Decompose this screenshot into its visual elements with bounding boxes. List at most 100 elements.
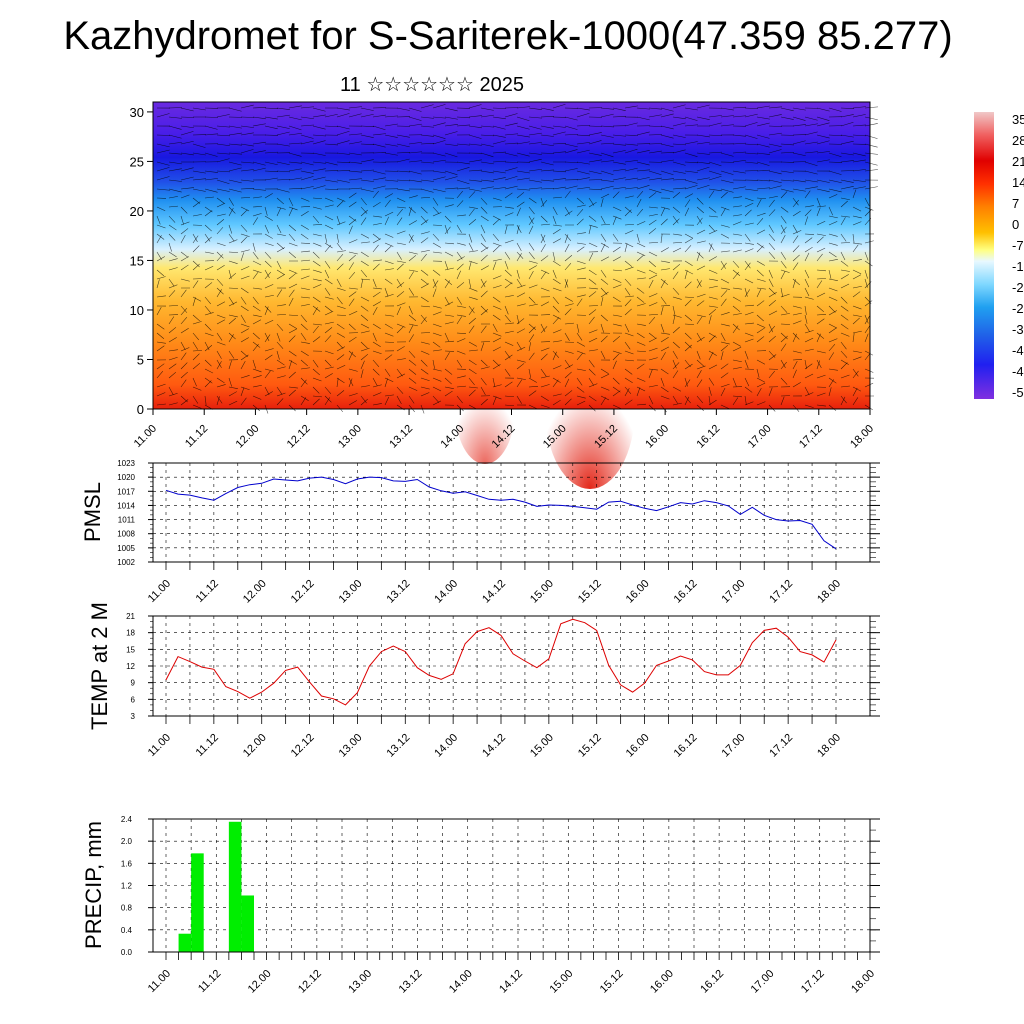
- wind-vector: [468, 359, 477, 366]
- wind-vector: [336, 233, 339, 243]
- wind-vector: [168, 141, 182, 145]
- wind-vector: [564, 332, 570, 341]
- wind-vector: [564, 149, 578, 154]
- wind-vector: [252, 242, 256, 252]
- wind-vector: [864, 134, 878, 139]
- wind-vector: [636, 332, 645, 339]
- wind-vector: [852, 356, 862, 361]
- wind-vector: [228, 143, 242, 146]
- wind-vector: [768, 125, 782, 127]
- wind-vector: [660, 332, 670, 335]
- wind-vector: [576, 107, 590, 111]
- wind-vector: [168, 116, 182, 119]
- wind-vector: [324, 197, 334, 202]
- x-tick-label: 13.12: [384, 578, 412, 606]
- wind-vector: [288, 273, 297, 280]
- wind-vector: [348, 350, 356, 358]
- wind-vector: [516, 224, 522, 234]
- wind-vector: [672, 296, 682, 300]
- wind-vector: [168, 251, 177, 258]
- wind-vector: [312, 168, 326, 172]
- wind-vector: [816, 140, 830, 145]
- wind-vector: [864, 333, 869, 343]
- wind-vector: [516, 346, 526, 352]
- wind-vector: [624, 143, 638, 146]
- wind-vector: [300, 379, 307, 388]
- wind-vector: [324, 161, 338, 166]
- wind-vector: [744, 161, 758, 164]
- wind-vector: [840, 217, 846, 226]
- chart-title: Kazhydromet for S-Sariterek-1000(47.359 …: [63, 14, 953, 58]
- x-tick-label: 14.12: [497, 968, 525, 996]
- wind-vector: [780, 143, 794, 146]
- wind-vector: [396, 291, 405, 298]
- wind-vector: [336, 314, 347, 316]
- wind-vector: [480, 224, 486, 234]
- wind-vector: [216, 377, 225, 384]
- wind-vector: [552, 215, 557, 225]
- wind-vector: [444, 280, 451, 289]
- wind-vector: [768, 149, 782, 154]
- wind-vector: [216, 202, 226, 208]
- wind-vector: [276, 107, 290, 110]
- wind-vector: [156, 276, 166, 280]
- wind-vector: [696, 265, 706, 271]
- wind-vector: [792, 230, 802, 235]
- wind-vector: [216, 341, 226, 346]
- wind-vector: [792, 235, 799, 244]
- wind-vector: [360, 305, 369, 312]
- wind-vector: [600, 125, 614, 128]
- wind-vector: [744, 262, 751, 271]
- wind-vector: [648, 134, 663, 136]
- wind-vector: [180, 347, 190, 352]
- wind-vector: [672, 122, 686, 127]
- wind-vector: [252, 343, 259, 352]
- colorbar-label: 7: [1012, 196, 1019, 211]
- wind-vector: [576, 204, 586, 208]
- wind-vector: [576, 149, 590, 154]
- wind-vector: [228, 239, 238, 244]
- wind-vector: [384, 332, 394, 337]
- wind-vector: [240, 197, 250, 199]
- wind-vector: [420, 278, 429, 285]
- wind-vector: [852, 106, 866, 109]
- wind-vector: [624, 299, 632, 307]
- wind-vector: [408, 195, 418, 199]
- wind-vector: [288, 360, 292, 370]
- wind-vector: [444, 314, 454, 317]
- wind-vector: [684, 245, 692, 253]
- wind-vector: [744, 332, 754, 337]
- wind-vector: [312, 107, 326, 112]
- wind-vector: [228, 377, 232, 387]
- wind-vector: [264, 260, 272, 268]
- wind-vector: [564, 143, 578, 148]
- wind-vector: [780, 116, 794, 120]
- wind-vector: [456, 200, 464, 208]
- wind-vector: [564, 210, 573, 217]
- wind-vector: [504, 305, 509, 315]
- wind-vector: [612, 246, 621, 253]
- wind-vector: [192, 314, 200, 322]
- wind-vector: [564, 233, 572, 242]
- wind-vector: [468, 368, 477, 375]
- wind-vector: [216, 384, 226, 388]
- wind-vector: [480, 170, 494, 174]
- wind-vector: [612, 377, 620, 385]
- wind-vector: [504, 260, 509, 270]
- wind-vector: [576, 218, 584, 226]
- wind-vector: [708, 335, 716, 343]
- wind-vector: [828, 152, 842, 158]
- wind-vector: [324, 366, 334, 370]
- wind-vector: [816, 318, 825, 325]
- wind-vector: [576, 209, 584, 217]
- wind-vector: [264, 370, 271, 379]
- wind-vector: [372, 403, 382, 406]
- wind-vector: [852, 152, 866, 157]
- wind-vector: [636, 177, 650, 181]
- wind-vector: [528, 260, 538, 264]
- wind-vector: [612, 233, 619, 242]
- wind-vector: [804, 123, 818, 127]
- wind-vector: [180, 228, 189, 235]
- wind-vector: [708, 332, 717, 338]
- wind-vector: [828, 327, 837, 334]
